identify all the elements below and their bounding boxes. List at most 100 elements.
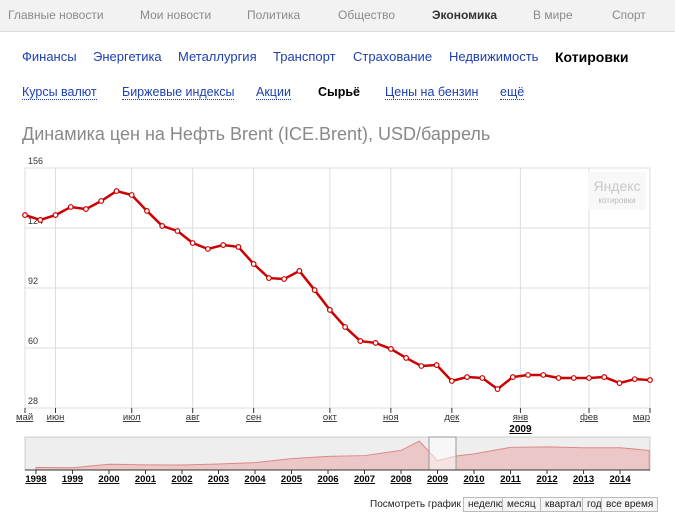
overview-tick-label: 2003 (208, 474, 229, 485)
sub-link[interactable]: ещё (500, 85, 525, 100)
top-nav-link[interactable]: Экономика (432, 8, 498, 22)
data-point (448, 378, 455, 384)
top-bar (0, 0, 675, 32)
x-tick-label: авг (186, 412, 200, 423)
y-tick-label: 28 (28, 396, 38, 406)
overview-tick-label: 2001 (135, 474, 157, 485)
overview-tick-label: 2009 (427, 474, 448, 485)
data-point (357, 338, 364, 344)
data-point (540, 372, 547, 378)
data-point (128, 192, 135, 198)
data-point (83, 206, 89, 212)
overview-tick-label: 2008 (390, 474, 411, 485)
sub-link[interactable]: Сырьё (318, 85, 360, 99)
overview-tick-label: 2004 (244, 474, 266, 485)
overview-tick-label: 2013 (573, 474, 594, 485)
data-point (189, 240, 196, 246)
data-point (403, 355, 409, 361)
data-point (22, 212, 28, 218)
section-link[interactable]: Котировки (555, 49, 629, 65)
watermark: Яндекс (593, 178, 640, 194)
x-tick-label: фев (580, 412, 598, 423)
year-note: 2009 (509, 424, 532, 435)
overview-tick-label: 1998 (25, 474, 46, 485)
selection-window (428, 436, 457, 471)
data-point (144, 208, 150, 214)
overview-fill (35, 440, 650, 471)
period-button[interactable]: месяц (502, 497, 541, 512)
data-point (98, 198, 105, 204)
data-point (509, 374, 516, 380)
data-point (266, 275, 272, 281)
data-point (616, 380, 623, 386)
section-link[interactable]: Страхование (353, 49, 433, 64)
overview-tick-label: 2014 (609, 474, 631, 485)
y-tick-label: 124 (28, 216, 43, 226)
data-point (647, 377, 653, 383)
data-point (342, 324, 349, 330)
data-point (174, 228, 181, 234)
overview-tick-label: 1999 (62, 474, 83, 485)
data-point (418, 363, 425, 369)
data-point (601, 374, 608, 380)
data-point (326, 307, 333, 313)
overview-tick-label: 2005 (281, 474, 303, 485)
period-button[interactable]: квартал (540, 497, 587, 512)
sub-link[interactable]: Курсы валют (22, 85, 97, 100)
period-label: Посмотреть график за: (370, 499, 477, 510)
data-point (52, 212, 59, 218)
data-point (281, 276, 288, 282)
x-tick-label: дек (444, 412, 460, 423)
data-point (570, 375, 577, 381)
data-point (387, 346, 394, 352)
data-point (372, 340, 379, 346)
data-point (494, 386, 501, 392)
data-point (250, 261, 257, 267)
data-point (205, 246, 211, 252)
data-point (586, 375, 592, 381)
top-nav-link[interactable]: Главные новости (8, 8, 104, 22)
overview-tick-label: 2007 (354, 474, 375, 485)
top-nav-link[interactable]: Спорт (612, 8, 646, 22)
x-tick-label: июн (47, 412, 65, 423)
section-link[interactable]: Финансы (22, 49, 77, 64)
overview-tick-label: 2000 (98, 474, 119, 485)
overview-tick-label: 2012 (536, 474, 557, 485)
section-link[interactable]: Энергетика (93, 49, 162, 64)
overview-tick-label: 2010 (463, 474, 484, 485)
data-point (525, 372, 531, 378)
top-nav-link[interactable]: Общество (338, 8, 396, 22)
sub-link[interactable]: Цены на бензин (385, 85, 479, 100)
y-tick-label: 60 (28, 336, 38, 346)
data-point (479, 375, 486, 381)
period-button[interactable]: все время (601, 497, 659, 512)
data-point (67, 204, 74, 210)
sub-link[interactable]: Биржевые индексы (122, 85, 235, 100)
x-tick-label: ноя (383, 412, 399, 423)
data-point (464, 374, 470, 380)
data-point (296, 268, 303, 274)
top-nav-link[interactable]: Политика (247, 8, 301, 22)
section-link[interactable]: Металлургия (178, 49, 257, 64)
watermark-box (588, 172, 646, 210)
x-tick-label: сен (246, 412, 261, 423)
top-nav-link[interactable]: В мире (533, 8, 573, 22)
top-nav-link[interactable]: Мои новости (140, 8, 212, 22)
overview-tick-label: 2002 (171, 474, 192, 485)
x-tick-label: янв (513, 412, 528, 423)
watermark-sub: котировки (598, 196, 635, 205)
sub-link[interactable]: Акции (256, 85, 291, 100)
x-tick-label: мар (633, 412, 650, 423)
chart-title: Динамика цен на Нефть Brent (ICE.Brent),… (22, 124, 490, 144)
x-tick-label: июл (123, 412, 141, 423)
overview-tick-label: 2006 (317, 474, 338, 485)
y-tick-label: 92 (28, 276, 38, 286)
data-point (235, 244, 242, 250)
data-point (631, 376, 638, 383)
section-link[interactable]: Транспорт (273, 49, 336, 64)
y-tick-label: 156 (28, 156, 43, 166)
section-link[interactable]: Недвижимость (449, 49, 539, 64)
data-point (311, 287, 318, 293)
